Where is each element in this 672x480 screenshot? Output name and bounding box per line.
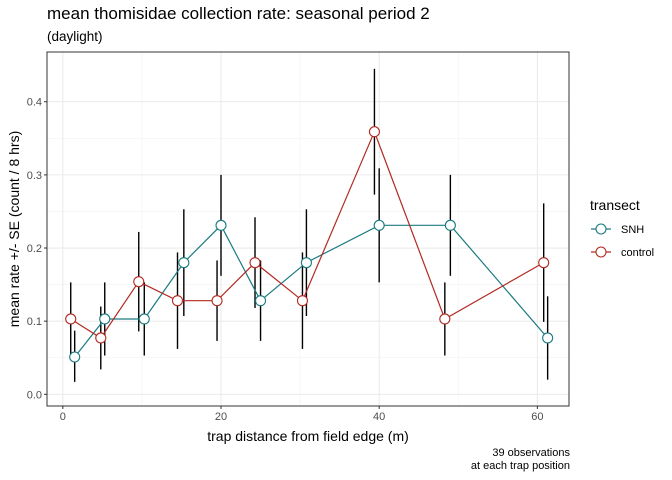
x-axis: 0 20 40 60 (60, 406, 543, 423)
y-tick-label: 0.3 (27, 170, 42, 182)
chart-subtitle: (daylight) (47, 29, 103, 44)
data-point-snh (300, 257, 312, 269)
y-tick-label: 0.4 (27, 97, 42, 109)
data-point-control (95, 332, 107, 344)
y-tick-label: 0.1 (27, 316, 42, 328)
chart-title: mean thomisidae collection rate: seasona… (47, 4, 430, 23)
data-point-snh (178, 257, 190, 269)
data-point-snh (542, 332, 554, 344)
data-point-control (133, 276, 145, 288)
data-point-control (538, 257, 550, 269)
data-point-snh (99, 313, 111, 325)
legend-title: transect (590, 197, 640, 213)
data-point-snh (373, 219, 385, 231)
data-point-control (211, 295, 223, 307)
series-points (65, 126, 554, 363)
y-axis: 0.0 0.1 0.2 0.3 0.4 (27, 97, 47, 401)
y-axis-title: mean rate +/- SE (count / 8 hrs) (6, 131, 22, 327)
legend: transect SNH control (590, 197, 654, 259)
x-axis-title: trap distance from field edge (m) (207, 428, 409, 444)
x-tick-label: 60 (531, 411, 543, 423)
grid-minor (47, 52, 569, 406)
chart-caption: 39 observations at each trap position (471, 447, 570, 473)
data-point-snh (215, 219, 227, 231)
plot-border (46, 51, 570, 407)
x-tick-label: 20 (215, 411, 227, 423)
legend-label-snh: SNH (621, 224, 644, 236)
y-tick-label: 0.2 (27, 243, 42, 255)
y-tick-label: 0.0 (27, 389, 42, 401)
data-point-snh (138, 313, 150, 325)
data-point-snh (444, 219, 456, 231)
data-point-control (296, 295, 309, 307)
data-point-snh (69, 351, 81, 363)
data-point-control (249, 257, 261, 269)
data-point-snh (254, 295, 267, 307)
series-line-control (70, 130, 544, 339)
legend-key-point-control (595, 246, 607, 258)
x-tick-label: 0 (60, 411, 66, 423)
data-point-control (65, 313, 77, 325)
data-point-control (439, 313, 451, 325)
legend-key-point-snh (595, 223, 607, 235)
caption-line-1: 39 observations (492, 447, 570, 459)
series-lines (70, 130, 549, 358)
plot-panel (47, 52, 569, 406)
legend-label-control: control (621, 247, 654, 259)
data-point-control (368, 126, 380, 138)
caption-line-2: at each trap position (470, 460, 570, 472)
x-tick-label: 40 (373, 411, 385, 423)
data-point-control (171, 295, 184, 307)
series-line-snh (74, 224, 549, 358)
